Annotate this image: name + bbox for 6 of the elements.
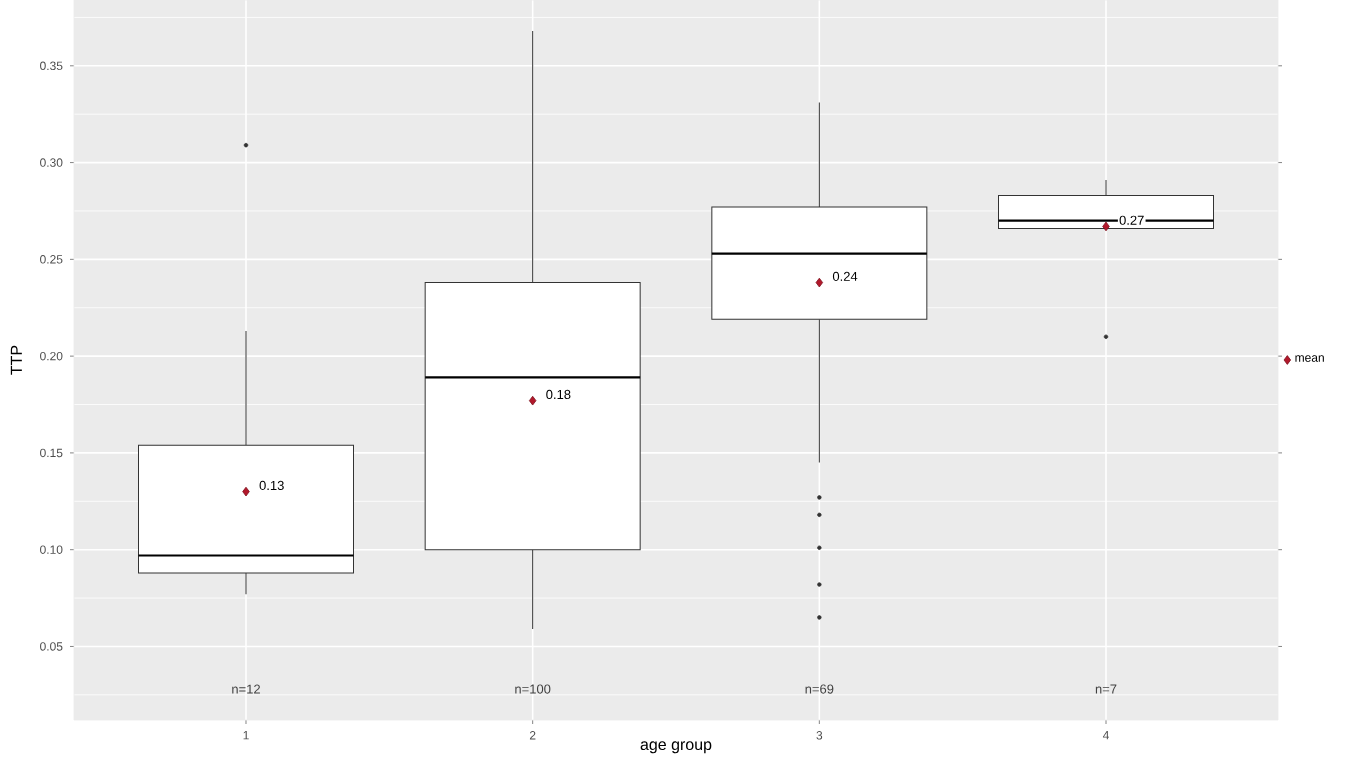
y-axis-title: TTP — [10, 345, 22, 375]
x-axis-title: age group — [640, 741, 712, 754]
point — [528, 395, 537, 406]
point — [815, 277, 824, 288]
point — [1102, 221, 1110, 232]
point — [242, 486, 250, 497]
